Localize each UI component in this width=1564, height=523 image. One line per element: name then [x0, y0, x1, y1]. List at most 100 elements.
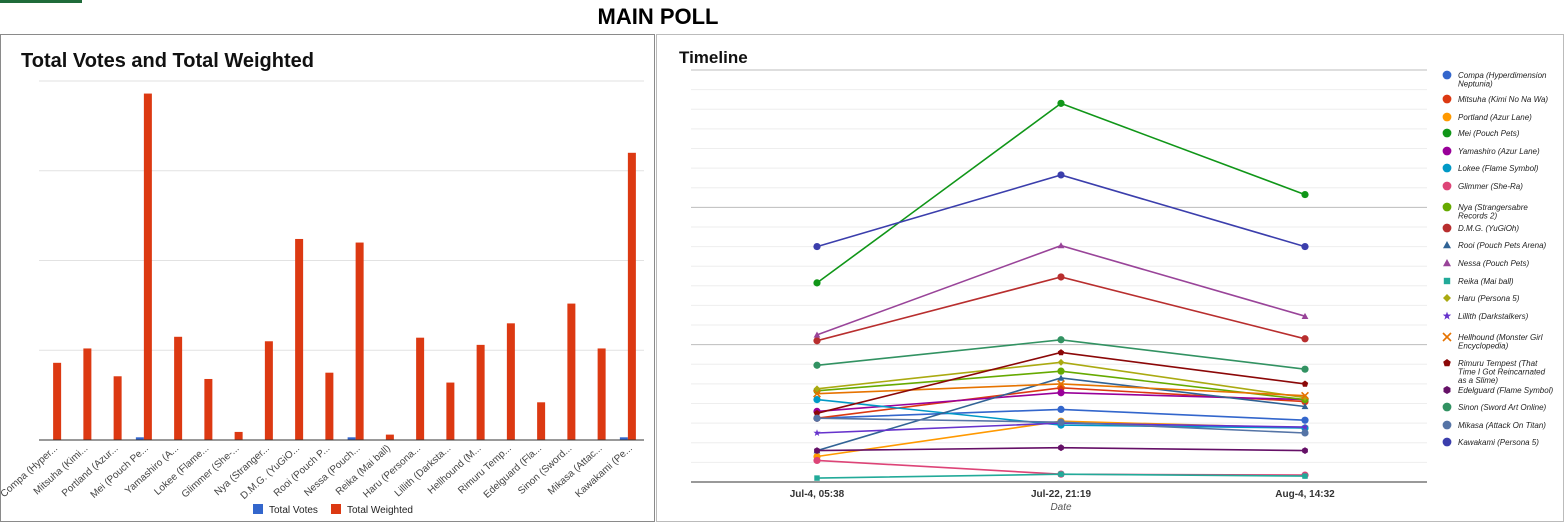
data-point: [1057, 273, 1065, 281]
bar-total-weighted: [204, 378, 213, 440]
series-line: [813, 273, 1309, 345]
legend-label: Nessa (Pouch Pets): [1458, 259, 1529, 268]
data-point: [1057, 349, 1065, 356]
top-link-underline[interactable]: [0, 0, 82, 3]
legend-label-line: Mei (Pouch Pets): [1458, 129, 1520, 138]
data-point: [813, 456, 821, 465]
series-line: [813, 379, 1309, 400]
legend-label: Reika (Mai ball): [1458, 277, 1514, 286]
data-point: [1057, 405, 1065, 414]
data-point: [1443, 277, 1451, 285]
data-point: [1057, 171, 1065, 179]
bar-legend: Total Votes Total Weighted: [253, 504, 413, 516]
bar-total-weighted: [295, 238, 304, 440]
legend-label: Mikasa (Attack On Titan): [1458, 421, 1546, 430]
bar-total-votes: [619, 437, 628, 440]
data-point: [1442, 402, 1452, 412]
legend-label-line: Mitsuha (Kimi No Na Wa): [1458, 95, 1548, 104]
legend-label: Compa (Hyperdimension Neptunia): [1458, 71, 1547, 89]
bar-total-weighted: [355, 242, 364, 440]
data-point: [813, 396, 821, 404]
legend-label: Kawakami (Persona 5): [1458, 438, 1539, 447]
legend-label-line: Time I Got Reincarnated: [1458, 368, 1546, 377]
bar-total-weighted: [53, 362, 62, 440]
data-point: [1301, 423, 1309, 431]
data-point: [813, 242, 821, 251]
legend-label: Glimmer (She-Ra): [1458, 182, 1523, 191]
bar-chart: Compa (Hyper...Mitsuha (Kimi...Portland …: [1, 80, 644, 516]
legend-label: D.M.G. (YuGiOh): [1458, 224, 1519, 233]
data-point: [1302, 473, 1308, 479]
data-point: [1057, 418, 1065, 426]
x-axis-label: Date: [1050, 502, 1072, 513]
data-point: [1057, 336, 1065, 344]
legend-label-line: Nya (Strangersabre: [1458, 203, 1528, 212]
data-point: [1301, 365, 1309, 373]
legend-label-line: Glimmer (She-Ra): [1458, 182, 1523, 191]
bar-chart-title: Total Votes and Total Weighted: [21, 50, 314, 72]
data-point: [1301, 391, 1309, 400]
legend-label: Hellhound (Monster Girl Encyclopedia): [1458, 333, 1543, 351]
legend-label: Mei (Pouch Pets): [1458, 129, 1520, 138]
legend-label: Edelguard (Flame Symbol): [1458, 386, 1553, 395]
legend-label: Yamashiro (Azur Lane): [1458, 147, 1540, 156]
series-line: [814, 444, 1308, 454]
bar-total-weighted: [385, 434, 394, 440]
data-point: [1057, 379, 1065, 388]
data-point: [814, 475, 820, 481]
series-line: [813, 336, 1309, 373]
data-point: [1057, 389, 1065, 397]
bar-total-weighted: [537, 402, 546, 440]
data-point: [1301, 429, 1309, 437]
data-point: [1058, 444, 1064, 452]
legend-label-line: Records 2): [1458, 212, 1497, 221]
x-tick-label: Aug-4, 14:32: [1275, 489, 1335, 500]
data-point: [1443, 241, 1451, 249]
x-tick-label: Jul-4, 05:38: [790, 489, 845, 500]
series-path: [816, 174, 1306, 248]
bar-total-weighted: [446, 382, 455, 440]
data-point: [1442, 311, 1452, 320]
bar-total-weighted: [416, 337, 425, 440]
legend-swatch: [253, 504, 263, 514]
bar-total-weighted: [597, 348, 606, 440]
bar-chart-panel: Total Votes and Total Weighted Compa (Hy…: [0, 34, 655, 522]
legend-label-line: Lillith (Darkstalkers): [1458, 312, 1529, 321]
bar-total-votes: [135, 437, 144, 440]
bar-total-weighted: [506, 323, 515, 440]
bar-total-weighted: [113, 376, 122, 440]
legend-label: Haru (Persona 5): [1458, 294, 1520, 303]
data-point: [1442, 437, 1452, 447]
timeline-chart: Jul-4, 05:38 Jul-22, 21:19 Aug-4, 14:32 Dat…: [691, 69, 1553, 513]
timeline-chart-panel: Timeline Jul-4, 05:38 Jul-22, 21:19 Aug-4,…: [656, 34, 1564, 522]
legend-label-line: Neptunia): [1458, 80, 1493, 89]
data-point: [813, 409, 821, 417]
x-tick-label: Jul-22, 21:19: [1031, 489, 1091, 500]
data-point: [1442, 181, 1452, 191]
data-point: [813, 361, 821, 369]
legend-label-line: Lokee (Flame Symbol): [1458, 164, 1539, 173]
data-point: [1443, 259, 1451, 267]
legend-label-line: as a Slime): [1458, 376, 1498, 385]
bar-total-weighted: [234, 431, 243, 440]
data-point-stroke: [813, 389, 821, 398]
legend-label: Total Weighted: [347, 505, 413, 516]
legend-label: Portland (Azur Lane): [1458, 113, 1532, 122]
data-point: [1442, 332, 1452, 342]
data-point: [813, 389, 821, 398]
x-tick-label: Hellhound (M...: [426, 443, 484, 497]
legend-label-line: Portland (Azur Lane): [1458, 113, 1532, 122]
data-point: [813, 279, 821, 287]
legend-label-line: Nessa (Pouch Pets): [1458, 259, 1529, 268]
series-line: [814, 471, 1308, 481]
bar-total-weighted: [567, 303, 576, 440]
bar-total-votes: [347, 437, 356, 440]
data-point: [1301, 242, 1309, 251]
series-line: [813, 414, 1309, 437]
data-point: [813, 429, 821, 436]
data-point: [813, 385, 821, 393]
series-line: [813, 171, 1309, 251]
data-point: [813, 337, 821, 345]
data-point: [1057, 242, 1065, 249]
data-point: [1301, 380, 1309, 387]
